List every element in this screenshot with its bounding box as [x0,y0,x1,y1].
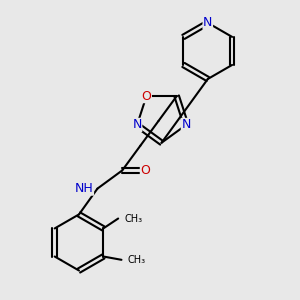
Text: O: O [142,90,152,103]
Text: CH₃: CH₃ [128,255,146,265]
Text: CH₃: CH₃ [124,214,142,224]
Text: O: O [140,164,150,177]
Text: N: N [132,118,142,131]
Text: N: N [203,16,212,29]
Text: NH: NH [75,182,94,195]
Text: N: N [182,118,191,131]
